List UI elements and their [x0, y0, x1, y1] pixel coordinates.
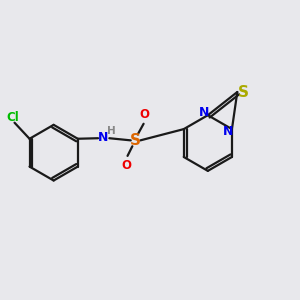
Text: N: N: [199, 106, 209, 119]
Text: H: H: [106, 126, 115, 136]
Text: N: N: [223, 125, 233, 138]
Text: S: S: [238, 85, 249, 100]
Text: O: O: [139, 108, 149, 121]
Text: S: S: [130, 133, 141, 148]
Text: Cl: Cl: [6, 111, 19, 124]
Text: O: O: [121, 159, 131, 172]
Text: N: N: [98, 131, 109, 144]
